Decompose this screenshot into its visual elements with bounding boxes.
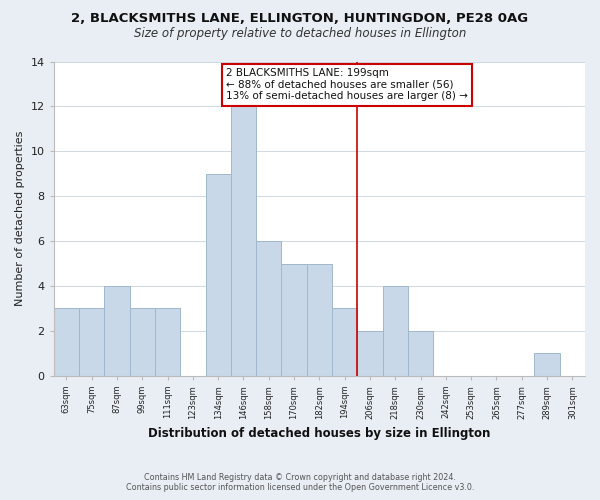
Text: 2, BLACKSMITHS LANE, ELLINGTON, HUNTINGDON, PE28 0AG: 2, BLACKSMITHS LANE, ELLINGTON, HUNTINGD… <box>71 12 529 26</box>
Bar <box>130 308 155 376</box>
Bar <box>332 308 358 376</box>
Bar <box>358 331 383 376</box>
Bar <box>104 286 130 376</box>
Bar <box>155 308 180 376</box>
Bar <box>408 331 433 376</box>
Text: Size of property relative to detached houses in Ellington: Size of property relative to detached ho… <box>134 28 466 40</box>
Bar <box>79 308 104 376</box>
Bar <box>256 241 281 376</box>
Bar <box>383 286 408 376</box>
Bar <box>231 106 256 376</box>
Y-axis label: Number of detached properties: Number of detached properties <box>15 131 25 306</box>
Text: Contains public sector information licensed under the Open Government Licence v3: Contains public sector information licen… <box>126 484 474 492</box>
Text: Contains HM Land Registry data © Crown copyright and database right 2024.: Contains HM Land Registry data © Crown c… <box>144 472 456 482</box>
Bar <box>206 174 231 376</box>
Bar <box>307 264 332 376</box>
Text: 2 BLACKSMITHS LANE: 199sqm
← 88% of detached houses are smaller (56)
13% of semi: 2 BLACKSMITHS LANE: 199sqm ← 88% of deta… <box>226 68 467 102</box>
X-axis label: Distribution of detached houses by size in Ellington: Distribution of detached houses by size … <box>148 427 491 440</box>
Bar <box>54 308 79 376</box>
Bar <box>281 264 307 376</box>
Bar <box>535 354 560 376</box>
